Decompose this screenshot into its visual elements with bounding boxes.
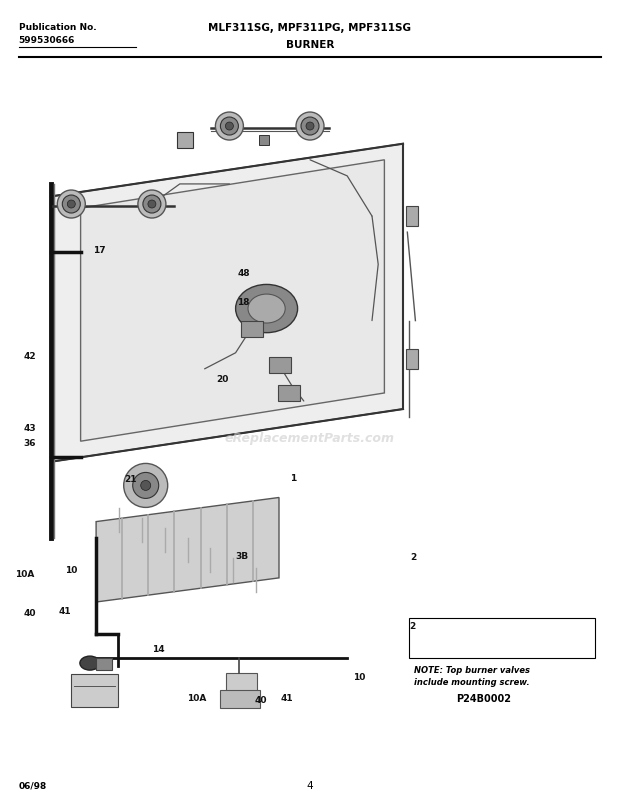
Text: 48: 48 bbox=[237, 268, 250, 278]
Circle shape bbox=[215, 113, 244, 141]
Ellipse shape bbox=[80, 656, 100, 671]
Bar bbox=[226, 673, 257, 692]
Circle shape bbox=[296, 113, 324, 141]
Text: 14: 14 bbox=[152, 644, 164, 654]
Text: 18: 18 bbox=[237, 297, 250, 307]
Circle shape bbox=[220, 118, 239, 136]
Text: Publication No.: Publication No. bbox=[19, 22, 96, 31]
Circle shape bbox=[138, 191, 166, 218]
Bar bbox=[409, 618, 595, 658]
Text: NOTE: Top burner valves: NOTE: Top burner valves bbox=[414, 665, 530, 674]
Bar bbox=[269, 357, 291, 373]
Circle shape bbox=[143, 196, 161, 214]
Bar bbox=[278, 385, 300, 402]
Bar bbox=[71, 675, 118, 707]
Circle shape bbox=[133, 473, 159, 499]
Text: 4: 4 bbox=[307, 781, 313, 790]
Bar bbox=[241, 321, 263, 337]
Text: 40: 40 bbox=[24, 608, 36, 618]
Text: 10: 10 bbox=[65, 565, 78, 574]
Text: 40: 40 bbox=[254, 695, 267, 704]
Text: 10: 10 bbox=[353, 672, 366, 682]
Text: P24B0002: P24B0002 bbox=[456, 693, 511, 703]
Text: 10A: 10A bbox=[187, 693, 207, 703]
Ellipse shape bbox=[248, 295, 285, 324]
Text: MLF311SG, MPF311PG, MPF311SG: MLF311SG, MPF311PG, MPF311SG bbox=[208, 22, 412, 32]
Bar bbox=[406, 206, 418, 226]
Ellipse shape bbox=[236, 285, 298, 333]
Circle shape bbox=[57, 191, 86, 218]
Text: 43: 43 bbox=[24, 423, 36, 433]
Circle shape bbox=[226, 123, 233, 131]
Bar bbox=[96, 658, 112, 671]
Circle shape bbox=[148, 201, 156, 209]
Circle shape bbox=[141, 481, 151, 491]
Bar bbox=[406, 349, 418, 369]
Text: 41: 41 bbox=[59, 606, 71, 616]
Text: 3B: 3B bbox=[235, 551, 249, 560]
Text: BURNER: BURNER bbox=[286, 40, 334, 50]
Circle shape bbox=[124, 464, 167, 507]
Polygon shape bbox=[81, 161, 384, 442]
Text: 42: 42 bbox=[24, 351, 36, 361]
Text: 1: 1 bbox=[290, 473, 296, 483]
Polygon shape bbox=[54, 145, 403, 462]
Text: 06/98: 06/98 bbox=[19, 781, 47, 789]
Text: eReplacementParts.com: eReplacementParts.com bbox=[225, 431, 395, 444]
Circle shape bbox=[62, 196, 81, 214]
Text: 41: 41 bbox=[281, 693, 293, 703]
Circle shape bbox=[301, 118, 319, 136]
Bar bbox=[220, 691, 260, 708]
Text: 2: 2 bbox=[410, 552, 417, 561]
Circle shape bbox=[306, 123, 314, 131]
Text: 599530666: 599530666 bbox=[19, 36, 75, 45]
Polygon shape bbox=[96, 498, 279, 602]
Text: 21: 21 bbox=[124, 474, 136, 483]
Circle shape bbox=[68, 201, 75, 209]
Text: 2: 2 bbox=[409, 621, 415, 630]
Text: 10A: 10A bbox=[15, 569, 34, 578]
Bar bbox=[259, 136, 268, 145]
Text: 17: 17 bbox=[93, 246, 105, 255]
Text: include mounting screw.: include mounting screw. bbox=[414, 677, 530, 686]
Text: 36: 36 bbox=[24, 438, 36, 447]
Text: 20: 20 bbox=[216, 374, 228, 384]
Bar bbox=[177, 132, 193, 149]
